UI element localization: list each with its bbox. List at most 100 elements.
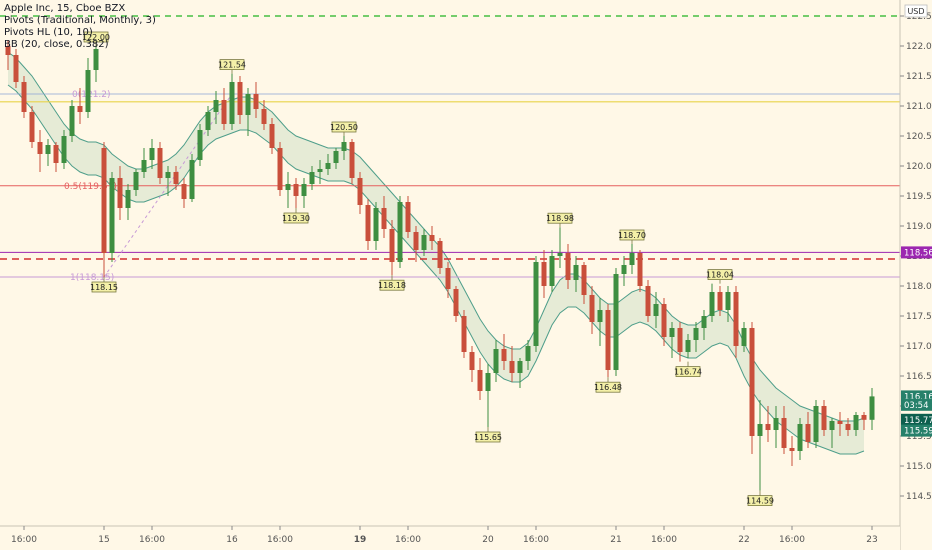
- candle-body[interactable]: [509, 361, 515, 373]
- candle-body[interactable]: [109, 178, 115, 253]
- candle-body[interactable]: [365, 205, 371, 241]
- candle-body[interactable]: [709, 292, 715, 316]
- candle-body[interactable]: [349, 142, 355, 178]
- candle-body[interactable]: [717, 292, 723, 310]
- candle-body[interactable]: [269, 124, 275, 148]
- time-axis[interactable]: [0, 526, 900, 550]
- candle-body[interactable]: [757, 424, 763, 436]
- candle-body[interactable]: [501, 349, 507, 361]
- candle-body[interactable]: [453, 289, 459, 316]
- candle-body[interactable]: [397, 202, 403, 262]
- candle-body[interactable]: [37, 142, 43, 154]
- candle-body[interactable]: [229, 82, 235, 124]
- candle-body[interactable]: [805, 424, 811, 442]
- candle-body[interactable]: [205, 112, 211, 130]
- candle-body[interactable]: [869, 396, 875, 420]
- candle-body[interactable]: [565, 253, 571, 280]
- candle-body[interactable]: [581, 265, 587, 295]
- candle-body[interactable]: [285, 184, 291, 190]
- price-axis[interactable]: [900, 0, 932, 550]
- candle-body[interactable]: [477, 370, 483, 391]
- candle-body[interactable]: [493, 349, 499, 373]
- candle-body[interactable]: [29, 112, 35, 142]
- candle-body[interactable]: [373, 208, 379, 241]
- candle-body[interactable]: [173, 172, 179, 184]
- candle-body[interactable]: [797, 424, 803, 451]
- candle-body[interactable]: [445, 268, 451, 289]
- candle-body[interactable]: [413, 232, 419, 250]
- candle-body[interactable]: [613, 274, 619, 370]
- candle-body[interactable]: [341, 142, 347, 151]
- candle-body[interactable]: [733, 292, 739, 346]
- candle-body[interactable]: [685, 340, 691, 352]
- candle-body[interactable]: [701, 316, 707, 328]
- candle-body[interactable]: [853, 415, 859, 430]
- candle-body[interactable]: [213, 100, 219, 112]
- candle-body[interactable]: [621, 265, 627, 274]
- candle-body[interactable]: [237, 82, 243, 115]
- indicator-pivots[interactable]: Pivots (Traditional, Monthly, 3): [4, 15, 156, 26]
- candle-body[interactable]: [741, 328, 747, 346]
- candle-body[interactable]: [69, 106, 75, 136]
- candle-body[interactable]: [309, 172, 315, 184]
- candle-body[interactable]: [301, 184, 307, 196]
- candle-body[interactable]: [245, 94, 251, 115]
- candle-body[interactable]: [821, 406, 827, 430]
- candle-body[interactable]: [253, 94, 259, 109]
- candle-body[interactable]: [357, 178, 363, 205]
- candle-body[interactable]: [5, 46, 11, 55]
- symbol-title[interactable]: Apple Inc, 15, Cboe BZX: [4, 3, 126, 14]
- currency-box[interactable]: [904, 4, 928, 18]
- candle-body[interactable]: [693, 328, 699, 340]
- candle-body[interactable]: [61, 136, 67, 163]
- candle-body[interactable]: [389, 229, 395, 262]
- indicator-pivots-hl[interactable]: Pivots HL (10, 10): [4, 27, 93, 38]
- candle-body[interactable]: [525, 346, 531, 361]
- candle-body[interactable]: [21, 82, 27, 112]
- candle-body[interactable]: [725, 292, 731, 310]
- candle-body[interactable]: [381, 208, 387, 229]
- candle-body[interactable]: [293, 184, 299, 196]
- indicator-bb[interactable]: BB (20, close, 0.382): [4, 39, 109, 50]
- candle-body[interactable]: [333, 151, 339, 163]
- candle-body[interactable]: [541, 262, 547, 286]
- candle-body[interactable]: [45, 145, 51, 154]
- candle-body[interactable]: [813, 406, 819, 442]
- candle-body[interactable]: [485, 373, 491, 391]
- candle-body[interactable]: [13, 55, 19, 82]
- candle-body[interactable]: [645, 286, 651, 316]
- candle-body[interactable]: [637, 253, 643, 286]
- candle-body[interactable]: [53, 145, 59, 163]
- candle-body[interactable]: [149, 148, 155, 160]
- candle-body[interactable]: [101, 148, 107, 253]
- candle-body[interactable]: [557, 253, 563, 256]
- candle-body[interactable]: [421, 235, 427, 250]
- candle-body[interactable]: [749, 328, 755, 436]
- candle-body[interactable]: [789, 448, 795, 451]
- candle-body[interactable]: [573, 265, 579, 280]
- candle-body[interactable]: [589, 295, 595, 322]
- candle-body[interactable]: [197, 130, 203, 160]
- candle-body[interactable]: [469, 352, 475, 370]
- candle-body[interactable]: [437, 241, 443, 268]
- candle-body[interactable]: [773, 418, 779, 430]
- candle-body[interactable]: [429, 235, 435, 241]
- candle-body[interactable]: [317, 169, 323, 172]
- candle-body[interactable]: [845, 424, 851, 430]
- candle-body[interactable]: [677, 328, 683, 352]
- candle-body[interactable]: [325, 163, 331, 169]
- candle-body[interactable]: [661, 304, 667, 337]
- candle-body[interactable]: [181, 184, 187, 199]
- candle-body[interactable]: [653, 304, 659, 316]
- candle-body[interactable]: [781, 418, 787, 448]
- candle-body[interactable]: [829, 421, 835, 430]
- candle-body[interactable]: [669, 328, 675, 337]
- candle-body[interactable]: [405, 202, 411, 232]
- candle-body[interactable]: [85, 70, 91, 112]
- candle-body[interactable]: [277, 148, 283, 190]
- candle-body[interactable]: [141, 160, 147, 172]
- candle-body[interactable]: [157, 148, 163, 178]
- candle-body[interactable]: [837, 421, 843, 424]
- candle-body[interactable]: [597, 310, 603, 322]
- candle-body[interactable]: [133, 172, 139, 190]
